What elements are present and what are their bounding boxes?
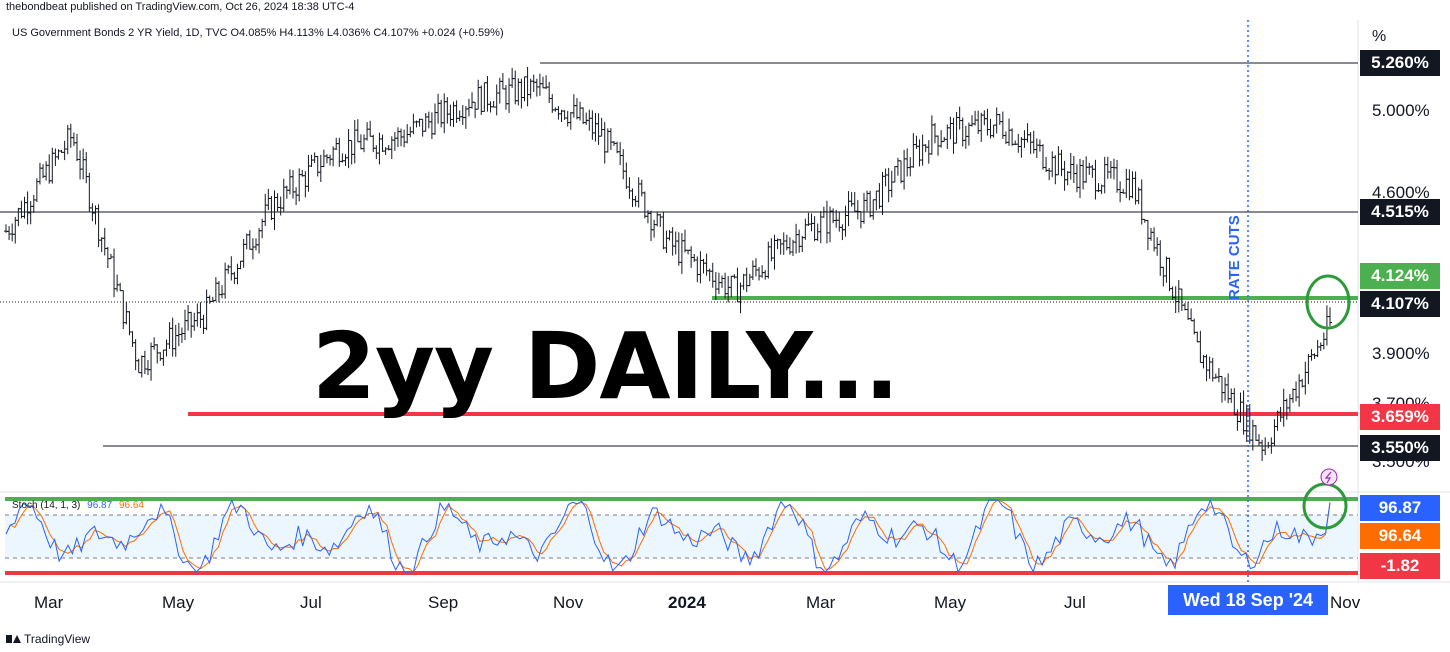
price-axis-unit: % — [1372, 28, 1387, 45]
rate-cuts-label: RATE CUTS — [1226, 215, 1243, 300]
price-tag-last: 4.107% — [1360, 291, 1440, 317]
stoch-legend-k: 96.87 — [87, 500, 113, 511]
tradingview-brand: TradingView — [6, 632, 90, 646]
time-tick: May — [934, 593, 967, 612]
price-tag-4124: 4.124% — [1360, 263, 1440, 289]
stoch-legend-d: 96.64 — [118, 500, 144, 511]
event-marker-bolt — [1324, 471, 1332, 484]
time-tick: Nov — [1330, 593, 1361, 612]
time-tick: Jul — [1064, 593, 1086, 612]
price-tag-4515: 4.515% — [1360, 199, 1440, 225]
stoch-legend: Stoch (14, 1, 3) 96.87 96.64 — [12, 500, 144, 511]
price-tick: 4.600% — [1372, 183, 1430, 202]
stoch-low-tag: -1.82 — [1360, 553, 1440, 579]
publisher-line: thebondbeat published on TradingView.com… — [6, 1, 355, 13]
chart-headline: 2yy DAILY... — [312, 313, 899, 420]
event-marker-icon — [1320, 468, 1338, 486]
time-tick: Nov — [553, 593, 584, 612]
price-highlight-circle — [1305, 274, 1351, 330]
time-tick: Mar — [806, 593, 836, 612]
crosshair-date-tag: Wed 18 Sep '24 — [1168, 585, 1328, 615]
symbol-legend: US Government Bonds 2 YR Yield, 1D, TVC … — [12, 27, 504, 39]
stoch-legend-name: Stoch (14, 1, 3) — [12, 500, 81, 511]
time-tick: May — [162, 593, 195, 612]
stoch-d-tag: 96.64 — [1360, 523, 1440, 549]
price-bars — [4, 66, 1332, 462]
price-tick: 3.900% — [1372, 344, 1430, 363]
price-tag-3550: 3.550% — [1360, 435, 1440, 461]
tradingview-logo-icon — [6, 634, 21, 644]
time-tick: Jul — [300, 593, 322, 612]
price-tag-3659: 3.659% — [1360, 404, 1440, 430]
tradingview-brand-label: TradingView — [24, 632, 91, 646]
stoch-lines — [5, 498, 1331, 574]
stoch-k-line — [5, 498, 1331, 574]
time-tick-year: 2024 — [668, 593, 706, 612]
price-tag-5260: 5.260% — [1360, 50, 1440, 76]
stoch-k-tag: 96.87 — [1360, 495, 1440, 521]
time-tick: Sep — [428, 593, 459, 612]
price-tick: 5.000% — [1372, 101, 1430, 120]
time-tick: Mar — [34, 593, 64, 612]
